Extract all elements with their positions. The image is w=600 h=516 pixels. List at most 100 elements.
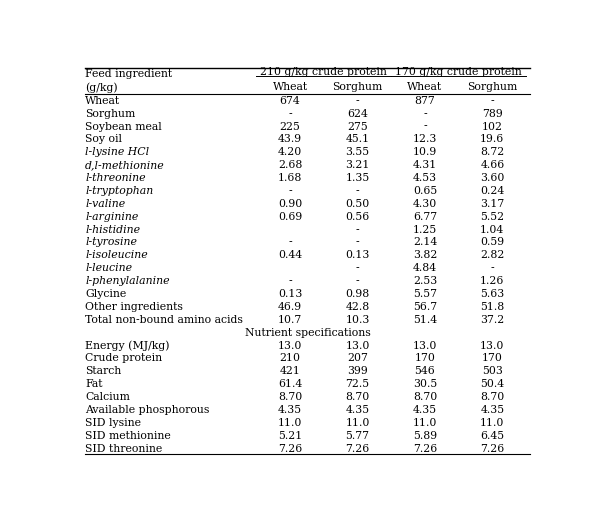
Text: l-phenylalanine: l-phenylalanine xyxy=(85,276,170,286)
Text: l-lysine HCl: l-lysine HCl xyxy=(85,147,149,157)
Text: 210 g/kg crude protein: 210 g/kg crude protein xyxy=(260,68,387,77)
Text: 30.5: 30.5 xyxy=(413,379,437,389)
Text: 0.90: 0.90 xyxy=(278,199,302,209)
Text: Feed ingredient
(g/kg): Feed ingredient (g/kg) xyxy=(85,69,172,93)
Text: 5.63: 5.63 xyxy=(480,289,505,299)
Text: 3.82: 3.82 xyxy=(413,250,437,261)
Text: 13.0: 13.0 xyxy=(346,341,370,350)
Text: 789: 789 xyxy=(482,109,503,119)
Text: -: - xyxy=(423,109,427,119)
Text: 0.69: 0.69 xyxy=(278,212,302,222)
Text: 12.3: 12.3 xyxy=(413,134,437,144)
Text: 0.59: 0.59 xyxy=(480,237,505,248)
Text: l-leucine: l-leucine xyxy=(85,263,132,273)
Text: 0.98: 0.98 xyxy=(346,289,370,299)
Text: -: - xyxy=(288,237,292,248)
Text: 877: 877 xyxy=(415,96,435,106)
Text: 13.0: 13.0 xyxy=(480,341,505,350)
Text: l-tryptophan: l-tryptophan xyxy=(85,186,154,196)
Text: 275: 275 xyxy=(347,121,368,132)
Text: 2.53: 2.53 xyxy=(413,276,437,286)
Text: Wheat: Wheat xyxy=(85,96,121,106)
Text: 4.35: 4.35 xyxy=(346,405,370,415)
Text: 8.70: 8.70 xyxy=(346,392,370,402)
Text: -: - xyxy=(356,276,359,286)
Text: 0.50: 0.50 xyxy=(346,199,370,209)
Text: SID lysine: SID lysine xyxy=(85,418,141,428)
Text: Available phosphorous: Available phosphorous xyxy=(85,405,209,415)
Text: 0.44: 0.44 xyxy=(278,250,302,261)
Text: 225: 225 xyxy=(280,121,301,132)
Text: l-threonine: l-threonine xyxy=(85,173,146,183)
Text: 4.53: 4.53 xyxy=(413,173,437,183)
Text: -: - xyxy=(356,186,359,196)
Text: l-histidine: l-histidine xyxy=(85,224,140,235)
Text: 42.8: 42.8 xyxy=(346,302,370,312)
Text: Crude protein: Crude protein xyxy=(85,353,163,363)
Text: 10.7: 10.7 xyxy=(278,315,302,325)
Text: 6.77: 6.77 xyxy=(413,212,437,222)
Text: 421: 421 xyxy=(280,366,301,376)
Text: 10.3: 10.3 xyxy=(346,315,370,325)
Text: -: - xyxy=(423,121,427,132)
Text: 1.68: 1.68 xyxy=(278,173,302,183)
Text: 5.77: 5.77 xyxy=(346,431,370,441)
Text: 43.9: 43.9 xyxy=(278,134,302,144)
Text: 3.60: 3.60 xyxy=(480,173,505,183)
Text: d,l-methionine: d,l-methionine xyxy=(85,160,165,170)
Text: l-arginine: l-arginine xyxy=(85,212,139,222)
Text: 4.35: 4.35 xyxy=(480,405,505,415)
Text: l-tyrosine: l-tyrosine xyxy=(85,237,137,248)
Text: -: - xyxy=(356,263,359,273)
Text: 45.1: 45.1 xyxy=(346,134,370,144)
Text: 674: 674 xyxy=(280,96,301,106)
Text: -: - xyxy=(491,263,494,273)
Text: 8.70: 8.70 xyxy=(480,392,505,402)
Text: 61.4: 61.4 xyxy=(278,379,302,389)
Text: 399: 399 xyxy=(347,366,368,376)
Text: Soy oil: Soy oil xyxy=(85,134,122,144)
Text: 4.84: 4.84 xyxy=(413,263,437,273)
Text: Total non-bound amino acids: Total non-bound amino acids xyxy=(85,315,243,325)
Text: 4.20: 4.20 xyxy=(278,147,302,157)
Text: 2.14: 2.14 xyxy=(413,237,437,248)
Text: 37.2: 37.2 xyxy=(480,315,505,325)
Text: 8.70: 8.70 xyxy=(278,392,302,402)
Text: 6.45: 6.45 xyxy=(480,431,505,441)
Text: 56.7: 56.7 xyxy=(413,302,437,312)
Text: l-valine: l-valine xyxy=(85,199,125,209)
Text: Soybean meal: Soybean meal xyxy=(85,121,162,132)
Text: SID methionine: SID methionine xyxy=(85,431,171,441)
Text: 170 g/kg crude protein: 170 g/kg crude protein xyxy=(395,68,522,77)
Text: Fat: Fat xyxy=(85,379,103,389)
Text: -: - xyxy=(288,186,292,196)
Text: 170: 170 xyxy=(415,353,436,363)
Text: 546: 546 xyxy=(415,366,435,376)
Text: 51.8: 51.8 xyxy=(480,302,505,312)
Text: 4.66: 4.66 xyxy=(480,160,505,170)
Text: 1.25: 1.25 xyxy=(413,224,437,235)
Text: SID threonine: SID threonine xyxy=(85,444,163,454)
Text: 4.35: 4.35 xyxy=(413,405,437,415)
Text: 13.0: 13.0 xyxy=(278,341,302,350)
Text: 8.72: 8.72 xyxy=(480,147,505,157)
Text: Nutrient specifications: Nutrient specifications xyxy=(245,328,370,337)
Text: 11.0: 11.0 xyxy=(413,418,437,428)
Text: -: - xyxy=(288,109,292,119)
Text: Energy (MJ/kg): Energy (MJ/kg) xyxy=(85,340,170,351)
Text: 1.04: 1.04 xyxy=(480,224,505,235)
Text: 50.4: 50.4 xyxy=(480,379,505,389)
Text: 3.17: 3.17 xyxy=(480,199,505,209)
Text: 5.89: 5.89 xyxy=(413,431,437,441)
Text: 5.21: 5.21 xyxy=(278,431,302,441)
Text: 4.31: 4.31 xyxy=(413,160,437,170)
Text: Sorghum: Sorghum xyxy=(332,82,383,92)
Text: Sorghum: Sorghum xyxy=(85,109,136,119)
Text: Wheat: Wheat xyxy=(272,82,308,92)
Text: Starch: Starch xyxy=(85,366,121,376)
Text: Sorghum: Sorghum xyxy=(467,82,517,92)
Text: Wheat: Wheat xyxy=(407,82,442,92)
Text: 0.13: 0.13 xyxy=(346,250,370,261)
Text: 503: 503 xyxy=(482,366,503,376)
Text: 0.56: 0.56 xyxy=(346,212,370,222)
